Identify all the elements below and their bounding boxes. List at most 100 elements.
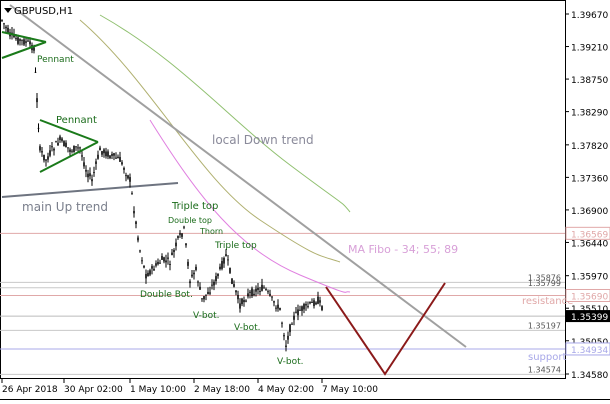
candle-body bbox=[187, 261, 189, 266]
candle-body bbox=[81, 155, 83, 157]
candle-body bbox=[223, 257, 225, 264]
candle-body bbox=[143, 265, 145, 268]
candle-body bbox=[181, 233, 183, 237]
candle-body bbox=[103, 149, 105, 154]
price-tick-label: 1.38750 bbox=[571, 76, 608, 86]
candle-body bbox=[59, 136, 61, 140]
pennant-2-pattern[interactable] bbox=[39, 119, 99, 173]
local-down-trend-line[interactable] bbox=[9, 4, 467, 348]
candle-body bbox=[123, 167, 125, 170]
projection-path[interactable] bbox=[325, 282, 446, 376]
candle-body bbox=[133, 210, 135, 214]
candle-body bbox=[277, 304, 279, 309]
candle-body bbox=[107, 151, 109, 157]
triangle-down-icon[interactable] bbox=[4, 8, 12, 13]
pennant-1-label: Pennant bbox=[37, 55, 74, 65]
candle-body bbox=[279, 307, 281, 310]
candle-body bbox=[29, 41, 31, 45]
candle-body bbox=[129, 177, 131, 182]
pennant-2-label: Pennant bbox=[56, 115, 97, 126]
candle-body bbox=[179, 233, 181, 235]
price-tick-label: 1.39210 bbox=[571, 44, 608, 54]
support-label: support bbox=[528, 352, 566, 363]
candle-body bbox=[119, 157, 121, 162]
candle-body bbox=[159, 262, 161, 264]
candle-body bbox=[89, 173, 91, 177]
candle-body bbox=[57, 142, 59, 146]
candle-body bbox=[311, 301, 313, 303]
current-price-label: 1.35399 bbox=[571, 313, 608, 323]
candle-body bbox=[319, 300, 321, 303]
level-price-tag-label: 1.35690 bbox=[571, 292, 608, 302]
candle-body bbox=[79, 147, 81, 149]
candle-body bbox=[229, 267, 231, 273]
candle-body bbox=[239, 303, 241, 309]
candle-body bbox=[95, 161, 97, 164]
candle-body bbox=[157, 261, 159, 265]
candle-body bbox=[245, 300, 247, 302]
time-tick-label: 30 Apr 02:00 bbox=[64, 385, 123, 395]
candle-body bbox=[257, 287, 259, 290]
candle-body bbox=[55, 141, 57, 143]
candle-body bbox=[207, 291, 209, 295]
price-tick-label: 1.37820 bbox=[571, 142, 608, 152]
candle-body bbox=[37, 127, 40, 129]
time-tick-label: 1 May 10:00 bbox=[130, 385, 186, 395]
candle-body bbox=[235, 290, 237, 293]
candle-body bbox=[293, 315, 295, 320]
time-axis[interactable]: 26 Apr 2018 30 Apr 02:00 1 May 10:00 2 May … bbox=[1, 379, 378, 395]
candle-body bbox=[17, 37, 19, 44]
candle-body bbox=[231, 278, 233, 284]
candle-body bbox=[83, 162, 85, 167]
candle-body bbox=[97, 154, 99, 159]
candle-body bbox=[125, 175, 127, 177]
candle-body bbox=[77, 147, 79, 149]
candle-body bbox=[201, 298, 203, 300]
candle-body bbox=[151, 266, 153, 269]
candle-body bbox=[111, 154, 113, 156]
candle-body bbox=[175, 242, 177, 247]
pennant-1-pattern[interactable] bbox=[1, 31, 47, 59]
candle-body bbox=[165, 260, 167, 263]
level-price-tag-label: 1.36569 bbox=[571, 230, 608, 240]
chart-area-border bbox=[0, 0, 566, 379]
candle-body bbox=[117, 156, 119, 159]
candle-body bbox=[135, 221, 137, 225]
candle-body bbox=[149, 270, 151, 275]
time-tick-label: 7 May 10:00 bbox=[322, 385, 378, 395]
symbol-title: GBPUSD,H1 bbox=[14, 6, 73, 17]
candle-body bbox=[177, 236, 179, 238]
triple-top-2-label: Triple top bbox=[214, 241, 257, 251]
candle-body bbox=[287, 335, 289, 340]
triple-top-label: Triple top bbox=[171, 201, 218, 212]
candle-body bbox=[309, 301, 311, 304]
candle-body bbox=[93, 172, 95, 174]
candle-body bbox=[221, 261, 223, 269]
time-tick-label: 26 Apr 2018 bbox=[2, 385, 58, 395]
candle-body bbox=[69, 149, 71, 152]
candle-body bbox=[19, 39, 21, 41]
candle-body bbox=[41, 151, 43, 153]
current-price-tag bbox=[566, 310, 610, 323]
candle-body bbox=[227, 259, 229, 261]
candle-body bbox=[301, 306, 303, 311]
candle-body bbox=[121, 162, 123, 165]
main-up-trend-line[interactable] bbox=[1, 182, 179, 198]
candle-body bbox=[23, 39, 25, 45]
candle-body bbox=[53, 148, 55, 151]
candle-body bbox=[25, 41, 27, 43]
candle-body bbox=[161, 256, 163, 260]
local-down-trend-label: local Down trend bbox=[212, 133, 314, 147]
price-tick-label: 1.39670 bbox=[571, 11, 608, 21]
candle-body bbox=[217, 273, 219, 277]
candle-body bbox=[39, 146, 41, 151]
price-axis[interactable]: 1.39670 1.39210 1.38750 1.38290 1.37820 1.373… bbox=[565, 11, 608, 381]
candle-body bbox=[219, 266, 221, 270]
candle-body bbox=[211, 284, 213, 286]
candle-body bbox=[289, 324, 291, 333]
level-value-label: 1.35799 bbox=[528, 279, 561, 288]
candle-body bbox=[255, 288, 257, 292]
candle-body bbox=[73, 145, 75, 153]
